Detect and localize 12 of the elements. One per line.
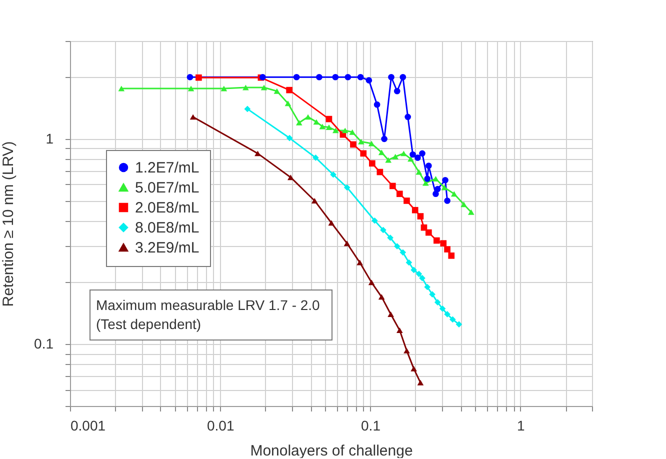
x-tick-label: 0.001 bbox=[70, 418, 106, 434]
annotation: Maximum measurable LRV 1.7 - 2.0 bbox=[96, 297, 320, 313]
x-tick-label: 0.01 bbox=[207, 418, 234, 434]
legend-label: 1.2E7/mL bbox=[135, 160, 200, 176]
legend-label: 5.0E7/mL bbox=[135, 180, 200, 196]
y-axis-title: Retention ≥ 10 nm (LRV) bbox=[0, 141, 18, 307]
x-tick-label: 0.1 bbox=[361, 418, 381, 434]
legend-label: 2.0E8/mL bbox=[135, 200, 200, 216]
annotation: (Test dependent) bbox=[96, 316, 202, 332]
legend-label: 8.0E8/mL bbox=[135, 220, 200, 236]
x-tick-label: 1 bbox=[516, 418, 525, 434]
legend-label: 3.2E9/mL bbox=[135, 240, 200, 256]
